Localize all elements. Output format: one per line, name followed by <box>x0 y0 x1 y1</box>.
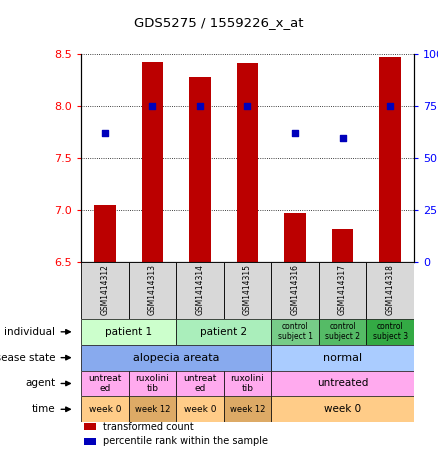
Bar <box>129 262 176 319</box>
Text: week 0: week 0 <box>324 404 361 414</box>
Bar <box>271 319 319 345</box>
Text: agent: agent <box>25 378 55 389</box>
Text: ruxolini
tib: ruxolini tib <box>135 374 169 393</box>
Bar <box>366 319 414 345</box>
Text: percentile rank within the sample: percentile rank within the sample <box>102 437 268 447</box>
Bar <box>237 63 258 262</box>
Bar <box>271 396 414 422</box>
Text: normal: normal <box>323 352 362 363</box>
Text: week 0: week 0 <box>184 405 216 414</box>
Bar <box>189 77 211 262</box>
Text: untreated: untreated <box>317 378 368 389</box>
Bar <box>129 396 176 422</box>
Bar <box>141 62 163 262</box>
Bar <box>271 345 414 371</box>
Text: week 0: week 0 <box>88 405 121 414</box>
Bar <box>85 423 96 430</box>
Bar <box>271 262 319 319</box>
Text: GSM1414318: GSM1414318 <box>385 264 395 315</box>
Bar <box>366 262 414 319</box>
Text: week 12: week 12 <box>230 405 265 414</box>
Bar <box>81 371 129 396</box>
Text: disease state: disease state <box>0 352 55 363</box>
Bar <box>81 396 129 422</box>
Bar <box>271 371 414 396</box>
Bar <box>81 345 271 371</box>
Text: GSM1414315: GSM1414315 <box>243 264 252 315</box>
Text: GSM1414316: GSM1414316 <box>290 264 300 315</box>
Bar <box>176 262 224 319</box>
Point <box>196 103 203 110</box>
Bar <box>176 371 224 396</box>
Text: individual: individual <box>4 327 55 337</box>
Text: GDS5275 / 1559226_x_at: GDS5275 / 1559226_x_at <box>134 16 304 29</box>
Bar <box>319 319 366 345</box>
Text: untreat
ed: untreat ed <box>88 374 121 393</box>
Point <box>339 134 346 141</box>
Text: patient 1: patient 1 <box>105 327 152 337</box>
Point <box>292 130 299 137</box>
Text: week 12: week 12 <box>134 405 170 414</box>
Bar <box>81 262 129 319</box>
Text: ruxolini
tib: ruxolini tib <box>230 374 265 393</box>
Bar <box>129 371 176 396</box>
Bar <box>284 213 306 262</box>
Text: transformed count: transformed count <box>102 422 194 432</box>
Bar <box>224 262 271 319</box>
Bar <box>81 319 176 345</box>
Bar <box>176 396 224 422</box>
Point <box>244 103 251 110</box>
Bar <box>332 229 353 262</box>
Text: GSM1414317: GSM1414317 <box>338 264 347 315</box>
Text: control
subject 2: control subject 2 <box>325 323 360 341</box>
Text: untreat
ed: untreat ed <box>183 374 217 393</box>
Point <box>149 103 156 110</box>
Text: control
subject 3: control subject 3 <box>373 323 408 341</box>
Text: control
subject 1: control subject 1 <box>278 323 313 341</box>
Text: GSM1414314: GSM1414314 <box>195 264 205 315</box>
Point <box>101 130 108 137</box>
Text: GSM1414312: GSM1414312 <box>100 264 110 315</box>
Text: time: time <box>32 404 55 414</box>
Bar <box>176 319 271 345</box>
Bar <box>224 371 271 396</box>
Bar <box>85 438 96 445</box>
Text: alopecia areata: alopecia areata <box>133 352 219 363</box>
Bar <box>379 58 401 262</box>
Point <box>387 103 394 110</box>
Bar <box>319 262 366 319</box>
Bar <box>224 396 271 422</box>
Text: GSM1414313: GSM1414313 <box>148 264 157 315</box>
Text: patient 2: patient 2 <box>200 327 247 337</box>
Bar <box>94 205 116 262</box>
